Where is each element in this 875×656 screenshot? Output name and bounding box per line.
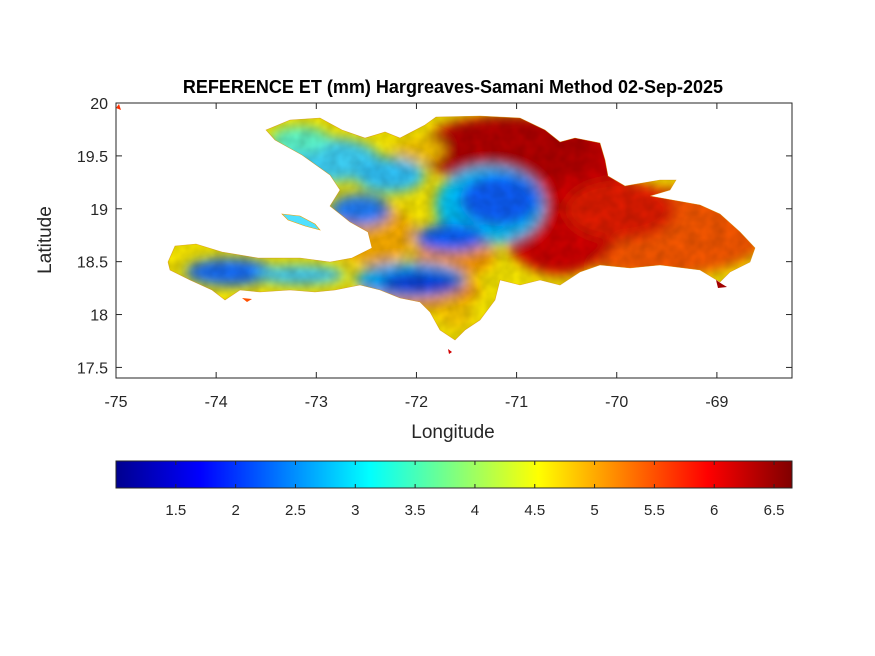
y-tick-label: 19: [90, 202, 108, 219]
chart-title: REFERENCE ET (mm) Hargreaves-Samani Meth…: [183, 77, 723, 97]
colorbar-tick-label: 3.5: [405, 502, 426, 519]
x-axis-label: Longitude: [411, 422, 494, 443]
y-tick-label: 17.5: [77, 360, 108, 377]
colorbar-tick-label: 5: [590, 502, 598, 519]
colorbar-tick-label: 5.5: [644, 502, 665, 519]
colorbar-tick-label: 2.5: [285, 502, 306, 519]
y-tick-label: 20: [90, 96, 108, 113]
ile-de-la-gonave: [281, 213, 321, 231]
axes: -75 -74 -73 -72 -71 -70 -69 17.5 18 18.5 19 19.5 20: [77, 96, 792, 411]
x-tick-label: -72: [405, 394, 428, 411]
x-tick-label: -69: [705, 394, 728, 411]
y-tick-label: 19.5: [77, 149, 108, 166]
x-tick-label: -75: [104, 394, 127, 411]
colorbar-tick-label: 3: [351, 502, 359, 519]
isla-beata: [448, 349, 452, 354]
colorbar-ticks: 1.5 2 2.5 3 3.5 4 4.5 5 5.5 6 6.5: [165, 461, 784, 519]
ile-a-vache: [242, 298, 252, 302]
x-tick-label: -73: [305, 394, 328, 411]
colorbar-tick-label: 6: [710, 502, 718, 519]
tortuga-fragment: [116, 104, 121, 110]
isla-saona: [716, 280, 727, 288]
x-tick-label: -70: [605, 394, 628, 411]
colorbar-tick-label: 6.5: [764, 502, 785, 519]
x-tick-label: -74: [205, 394, 228, 411]
colorbar-tick-label: 4: [471, 502, 479, 519]
colorbar-tick-label: 1.5: [165, 502, 186, 519]
y-tick-label: 18.5: [77, 255, 108, 272]
y-axis-label: Latitude: [35, 206, 56, 274]
y-tick-label: 18: [90, 308, 108, 325]
colorbar-tick-label: 2: [231, 502, 239, 519]
x-tick-label: -71: [505, 394, 528, 411]
colorbar: [115, 460, 793, 489]
colorbar-tick-label: 4.5: [524, 502, 545, 519]
